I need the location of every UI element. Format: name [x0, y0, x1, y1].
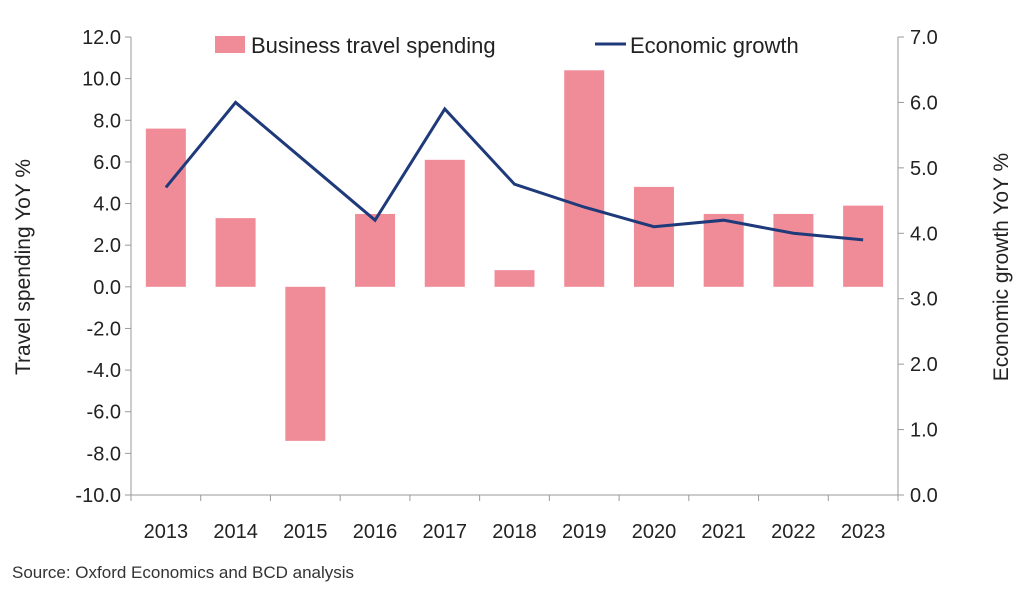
y-tick-label: -8.0: [87, 443, 121, 465]
y-tick-label: 6.0: [93, 152, 121, 174]
bars-group: [145, 70, 884, 441]
y-tick-label: -6.0: [87, 402, 121, 424]
bar-2015: [285, 286, 326, 441]
chart: -10.0 -8.0 -6.0 -4.0 -2.0 0.0 2.0 4.0 6.0 8.0 10.0…: [12, 27, 1013, 543]
legend-label-line: Economic growth: [630, 33, 799, 58]
axes-group: [125, 36, 904, 501]
y2-tick-label: 5.0: [910, 158, 938, 180]
y2-tick-label: 2.0: [910, 354, 938, 376]
y-tick-label: 2.0: [93, 235, 121, 257]
x-tick-label: 2014: [213, 521, 258, 543]
bar-2023: [843, 205, 884, 287]
x-tick-label: 2021: [701, 521, 746, 543]
source-note: Source: Oxford Economics and BCD analysi…: [12, 563, 355, 582]
y2-tick-label: 6.0: [910, 92, 938, 114]
y-tick-label: -2.0: [87, 318, 121, 340]
legend: Business travel spending Economic growth: [215, 33, 799, 58]
labels-group: -10.0 -8.0 -6.0 -4.0 -2.0 0.0 2.0 4.0 6.0 8.0 10.0…: [75, 27, 937, 543]
x-tick-label: 2019: [562, 521, 607, 543]
bar-2017: [424, 159, 465, 287]
bar-2021: [703, 213, 744, 287]
line-group: [164, 100, 864, 242]
bar-2016: [355, 213, 396, 287]
bar-2019: [564, 70, 605, 287]
x-tick-label: 2015: [283, 521, 328, 543]
y-axis-title: Travel spending YoY %: [12, 159, 35, 375]
y-tick-label: 4.0: [93, 194, 121, 216]
economic-growth-line: [164, 100, 864, 242]
y2-tick-label: 3.0: [910, 289, 938, 311]
bar-2020: [633, 186, 674, 287]
y2-tick-label: 0.0: [910, 485, 938, 507]
y-tick-label: 0.0: [93, 277, 121, 299]
x-tick-label: 2016: [353, 521, 398, 543]
x-tick-label: 2018: [492, 521, 537, 543]
y-tick-label: 10.0: [82, 69, 121, 91]
x-tick-label: 2020: [632, 521, 677, 543]
x-tick-label: 2022: [771, 521, 816, 543]
y2-tick-label: 1.0: [910, 420, 938, 442]
bar-2013: [145, 128, 186, 287]
bar-2018: [494, 270, 535, 287]
y2-tick-label: 4.0: [910, 223, 938, 245]
x-tick-label: 2023: [841, 521, 886, 543]
y-tick-label: -10.0: [75, 485, 121, 507]
legend-swatch-bar: [215, 36, 245, 53]
y2-tick-label: 7.0: [910, 27, 938, 49]
bar-2022: [773, 213, 814, 287]
legend-label-bar: Business travel spending: [251, 33, 496, 58]
y2-axis-title: Economic growth YoY %: [990, 153, 1013, 381]
bar-2014: [215, 218, 256, 287]
x-tick-label: 2013: [144, 521, 189, 543]
y-tick-label: 8.0: [93, 110, 121, 132]
y-tick-label: 12.0: [82, 27, 121, 49]
y-tick-label: -4.0: [87, 360, 121, 382]
x-tick-label: 2017: [423, 521, 468, 543]
